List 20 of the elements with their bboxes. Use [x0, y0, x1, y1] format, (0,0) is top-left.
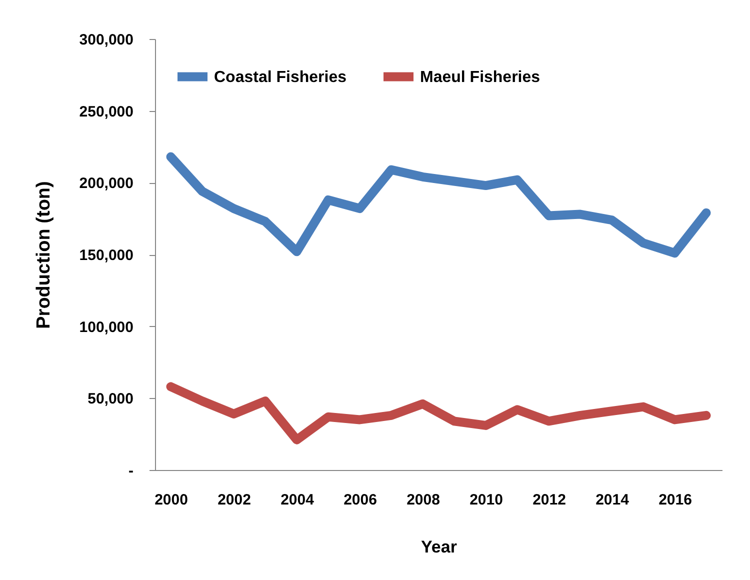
- y-tick-label: 200,000: [79, 175, 134, 192]
- legend-label: Coastal Fisheries: [214, 68, 347, 86]
- x-tick-label: 2000: [154, 492, 188, 508]
- y-axis-title: Production (ton): [33, 181, 54, 329]
- x-tick-label: 2006: [344, 492, 377, 508]
- x-tick-label: 2002: [218, 492, 251, 508]
- y-tick-label: 150,000: [79, 247, 134, 264]
- x-tick-label: 2012: [532, 492, 566, 508]
- x-tick-label: 2016: [658, 492, 692, 508]
- y-tick-label: -: [128, 462, 134, 480]
- legend-label: Maeul Fisheries: [420, 68, 540, 86]
- x-tick-label: 2014: [596, 492, 630, 508]
- y-tick-label: 250,000: [79, 103, 134, 120]
- x-axis-title: Year: [421, 538, 458, 556]
- x-tick-label: 2008: [406, 492, 440, 508]
- y-tick-label: 100,000: [79, 318, 134, 336]
- y-tick-label: 300,000: [79, 32, 134, 48]
- x-tick-label: 2010: [470, 492, 503, 508]
- x-tick-label: 2004: [280, 492, 315, 508]
- y-tick-label: 50,000: [88, 390, 134, 408]
